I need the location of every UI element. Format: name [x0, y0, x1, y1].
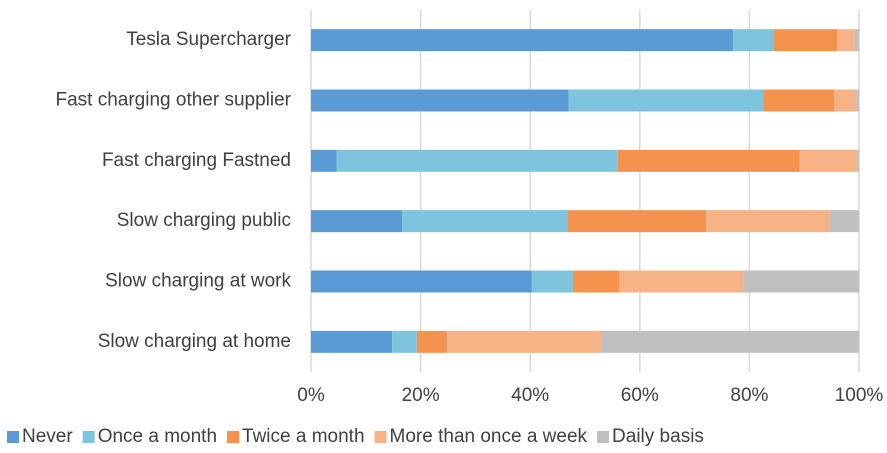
bar-segment	[774, 29, 838, 52]
bar-segment	[311, 89, 569, 112]
y-tick-label: Slow charging at work	[105, 271, 291, 292]
bar-segment	[617, 149, 800, 172]
x-tick-label: 60%	[621, 385, 659, 406]
bar-segment	[311, 210, 402, 233]
legend-label: More than once a week	[390, 426, 588, 447]
legend-label: Daily basis	[612, 426, 704, 447]
legend-swatch	[597, 431, 610, 443]
y-tick-label: Fast charging other supplier	[55, 90, 291, 111]
x-tick-label: 20%	[402, 385, 440, 406]
bar-segment	[743, 270, 859, 293]
bar-segment	[572, 270, 619, 293]
legend-label: Twice a month	[242, 426, 365, 447]
bar-segment	[311, 149, 337, 172]
bar-segment	[531, 270, 573, 293]
bar-segment	[401, 210, 569, 233]
y-tick-label: Tesla Supercharger	[126, 29, 291, 50]
bar-segment	[834, 89, 857, 112]
y-tick-label: Slow charging public	[117, 210, 291, 231]
bar-segment	[568, 210, 707, 233]
bar-segment	[732, 29, 775, 52]
bar-segment	[601, 330, 859, 353]
bar-segment	[854, 29, 859, 52]
x-tick-label: 0%	[297, 385, 325, 406]
bar-segment	[311, 270, 532, 293]
bar-segment	[763, 89, 835, 112]
bar-segment	[856, 149, 859, 172]
bar-segment	[829, 210, 859, 233]
x-tick-label: 80%	[730, 385, 768, 406]
bar-segment	[837, 29, 855, 52]
bar-segment	[568, 89, 764, 112]
bar-segment	[799, 149, 857, 172]
bar-segment	[311, 29, 733, 52]
bar-segment	[446, 330, 602, 353]
y-tick-label: Slow charging at home	[98, 331, 291, 352]
bar-segment	[856, 89, 859, 112]
bar-segment	[392, 330, 417, 353]
x-tick-label: 40%	[511, 385, 549, 406]
bar-segment	[416, 330, 447, 353]
bar-segment	[336, 149, 618, 172]
bar-segment	[706, 210, 830, 233]
legend-swatch	[374, 431, 387, 443]
legend-label: Never	[22, 426, 73, 447]
legend-label: Once a month	[98, 426, 217, 447]
bar-segment	[311, 330, 393, 353]
legend-swatch	[227, 431, 240, 443]
y-tick-label: Fast charging Fastned	[102, 150, 291, 171]
x-tick-label: 100%	[835, 385, 884, 406]
legend-swatch	[82, 431, 95, 443]
bar-segment	[618, 270, 744, 293]
legend-swatch	[7, 431, 19, 443]
